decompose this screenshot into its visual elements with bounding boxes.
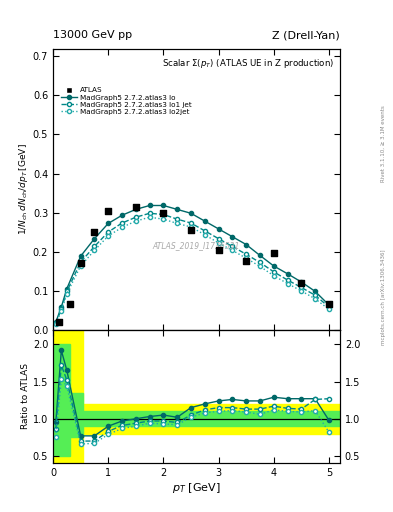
X-axis label: $p_T$ [GeV]: $p_T$ [GeV] — [172, 481, 221, 495]
Point — [66, 300, 73, 308]
Bar — [83, 411, 340, 426]
Text: Rivet 3.1.10, ≥ 3.1M events: Rivet 3.1.10, ≥ 3.1M events — [381, 105, 386, 182]
Text: 13000 GeV pp: 13000 GeV pp — [53, 30, 132, 40]
Point — [215, 245, 222, 253]
Point — [55, 317, 62, 326]
Text: Scalar $\Sigma(p_T)$ (ATLAS UE in Z production): Scalar $\Sigma(p_T)$ (ATLAS UE in Z prod… — [162, 57, 334, 70]
Bar — [83, 404, 340, 434]
Legend: ATLAS, MadGraph5 2.7.2.atlas3 lo, MadGraph5 2.7.2.atlas3 lo1 jet, MadGraph5 2.7.: ATLAS, MadGraph5 2.7.2.atlas3 lo, MadGra… — [59, 86, 193, 116]
Point — [133, 203, 139, 211]
Point — [105, 206, 111, 215]
Point — [91, 228, 97, 236]
Y-axis label: $1/N_\mathrm{ch}\,dN_\mathrm{ch}/dp_T\,[\mathrm{GeV}]$: $1/N_\mathrm{ch}\,dN_\mathrm{ch}/dp_T\,[… — [17, 143, 30, 235]
Text: ATLAS_2019_I1736531: ATLAS_2019_I1736531 — [153, 241, 240, 250]
Bar — [53, 307, 70, 493]
Point — [271, 249, 277, 258]
Point — [243, 257, 249, 265]
Bar — [53, 345, 70, 456]
Bar — [70, 393, 83, 437]
Y-axis label: Ratio to ATLAS: Ratio to ATLAS — [21, 364, 30, 430]
Point — [326, 300, 332, 308]
Text: Z (Drell-Yan): Z (Drell-Yan) — [272, 30, 340, 40]
Point — [188, 226, 194, 234]
Point — [298, 279, 305, 287]
Point — [77, 259, 84, 267]
Text: mcplots.cern.ch [arXiv:1306.3436]: mcplots.cern.ch [arXiv:1306.3436] — [381, 249, 386, 345]
Bar — [70, 311, 83, 467]
Point — [160, 208, 167, 217]
